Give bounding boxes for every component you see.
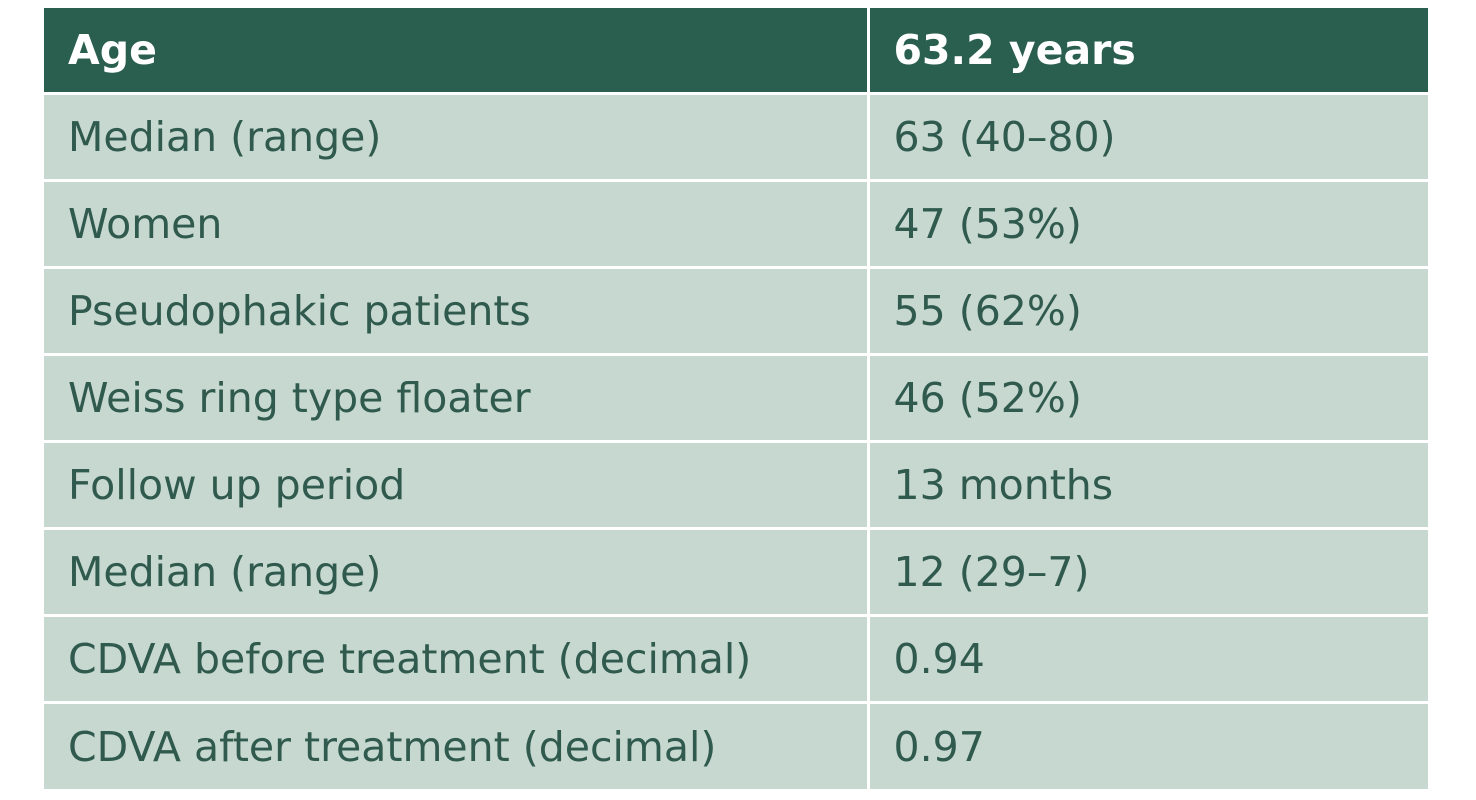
table-row: CDVA before treatment (decimal) 0.94 (44, 615, 1428, 704)
row-label-cell: Pseudophakic patients (44, 267, 870, 356)
row-label-cell: CDVA before treatment (decimal) (44, 615, 870, 704)
table-row: CDVA after treatment (decimal) 0.97 (44, 702, 1428, 789)
row-label-cell: Median (range) (44, 93, 870, 182)
row-value-cell: 12 (29–7) (868, 528, 1428, 617)
header-row: Age 63.2 years (44, 8, 1428, 95)
row-value-cell: 13 months (868, 441, 1428, 530)
patient-characteristics-table: Age 63.2 years Median (range) 63 (40–80)… (44, 8, 1428, 789)
table-row: Weiss ring type floater 46 (52%) (44, 354, 1428, 443)
row-label-cell: Weiss ring type floater (44, 354, 870, 443)
row-value-cell: 55 (62%) (868, 267, 1428, 356)
row-value-cell: 63 (40–80) (868, 93, 1428, 182)
row-value-cell: 46 (52%) (868, 354, 1428, 443)
table-row: Median (range) 12 (29–7) (44, 528, 1428, 617)
row-value-cell: 0.94 (868, 615, 1428, 704)
table-header: Age 63.2 years (44, 8, 1428, 95)
table-row: Women 47 (53%) (44, 180, 1428, 269)
table-row: Pseudophakic patients 55 (62%) (44, 267, 1428, 356)
row-value-cell: 0.97 (868, 702, 1428, 789)
patient-characteristics-table-container: Age 63.2 years Median (range) 63 (40–80)… (44, 8, 1428, 789)
row-value-cell: 47 (53%) (868, 180, 1428, 269)
row-label-cell: Median (range) (44, 528, 870, 617)
header-value-cell: 63.2 years (868, 8, 1428, 95)
row-label-cell: CDVA after treatment (decimal) (44, 702, 870, 789)
header-label-cell: Age (44, 8, 870, 95)
table-body: Median (range) 63 (40–80) Women 47 (53%)… (44, 93, 1428, 789)
row-label-cell: Follow up period (44, 441, 870, 530)
row-label-cell: Women (44, 180, 870, 269)
table-row: Median (range) 63 (40–80) (44, 93, 1428, 182)
table-row: Follow up period 13 months (44, 441, 1428, 530)
